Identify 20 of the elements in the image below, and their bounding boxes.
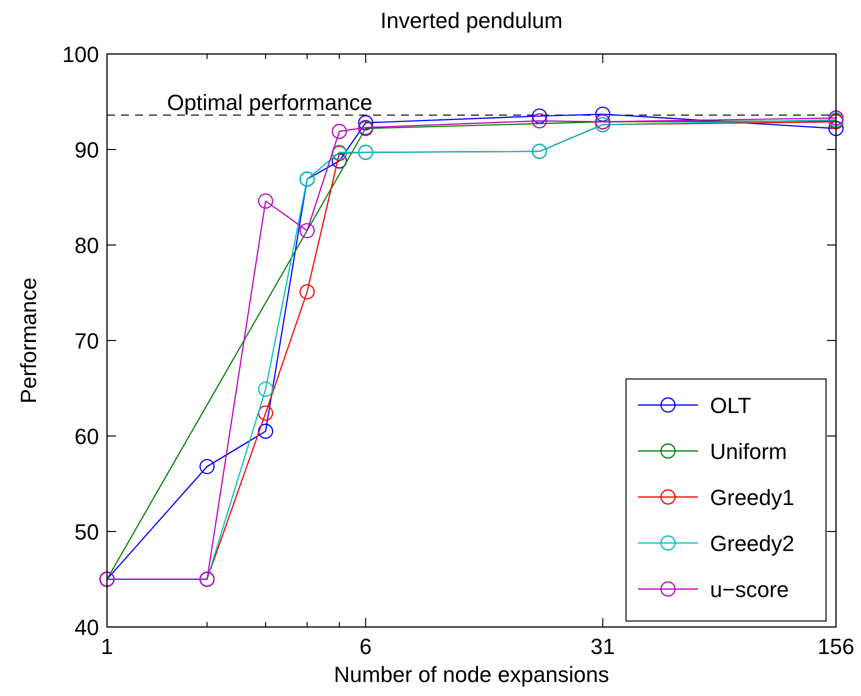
y-tick-label: 40	[74, 615, 99, 640]
legend-label: u−score	[710, 577, 789, 602]
x-tick-label: 1	[100, 634, 114, 659]
x-tick-label: 156	[818, 634, 854, 659]
y-tick-label: 90	[74, 138, 99, 162]
y-axis-title: Performance	[16, 278, 41, 404]
ref-line-label: Optimal performance	[167, 90, 372, 116]
y-tick-label: 80	[74, 233, 99, 258]
x-axis-title: Number of node expansions	[334, 662, 610, 687]
y-tick-label: 70	[74, 328, 99, 354]
x-tick-label: 6	[360, 634, 372, 659]
legend-label: Uniform	[710, 439, 788, 464]
legend-label: Greedy1	[710, 485, 794, 510]
y-tick-label: 50	[74, 520, 99, 544]
legend-label: OLT	[710, 393, 752, 418]
x-tick-label: 31	[590, 634, 615, 659]
y-tick-label: 100	[62, 42, 99, 67]
legend-label: Greedy2	[710, 531, 794, 556]
y-tick-label: 60	[74, 424, 99, 449]
chart-title: Inverted pendulum	[380, 8, 563, 33]
